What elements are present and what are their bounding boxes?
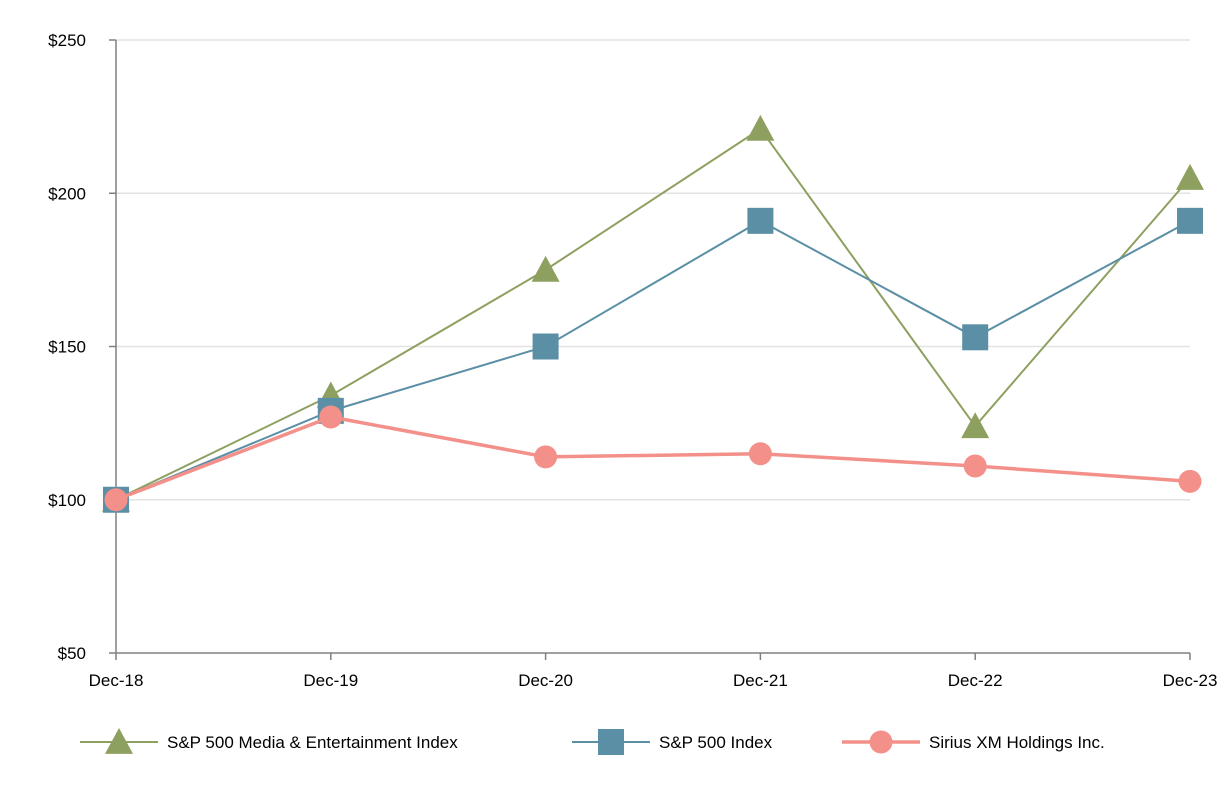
data-point (1177, 207, 1203, 234)
x-tick-label: Dec-21 (733, 671, 788, 690)
gridlines (116, 39, 1190, 501)
data-point (531, 255, 560, 282)
data-point (748, 442, 772, 466)
series-line (115, 415, 1191, 502)
data-point (104, 488, 128, 512)
legend-marker (105, 728, 133, 754)
legend-item-3: Sirius XM Holdings Inc. (842, 730, 1105, 754)
data-point (319, 405, 343, 429)
x-axis-ticks: Dec-18 Dec-19 Dec-20 Dec-21 Dec-22 Dec-23 (89, 653, 1218, 690)
data-point (961, 412, 990, 439)
data-point (534, 445, 558, 469)
legend: S&P 500 Media & Entertainment Index S&P 5… (80, 728, 1105, 755)
series-1 (102, 114, 1204, 512)
legend-marker (869, 730, 893, 754)
y-tick-label: $200 (48, 184, 86, 203)
x-tick-label: Dec-23 (1163, 671, 1218, 690)
y-tick-label: $250 (48, 31, 86, 50)
data-point (746, 114, 775, 141)
legend-item-2: S&P 500 Index (572, 729, 773, 755)
data-point (962, 324, 989, 351)
legend-label: Sirius XM Holdings Inc. (929, 733, 1105, 752)
legend-label: S&P 500 Index (659, 733, 773, 752)
data-point (532, 333, 559, 360)
x-tick-label: Dec-19 (303, 671, 358, 690)
x-tick-label: Dec-20 (518, 671, 573, 690)
legend-item-1: S&P 500 Media & Entertainment Index (80, 728, 458, 754)
x-tick-label: Dec-18 (89, 671, 144, 690)
y-tick-label: $100 (48, 491, 86, 510)
series-layer (102, 114, 1204, 513)
y-axis-ticks: $50 $100 $150 $200 $250 (48, 31, 116, 663)
data-point (1176, 163, 1204, 190)
data-point (963, 454, 987, 478)
series-line (115, 127, 1191, 501)
series-3 (104, 405, 1202, 512)
x-tick-label: Dec-22 (948, 671, 1003, 690)
legend-label: S&P 500 Media & Entertainment Index (167, 733, 458, 752)
series-line (115, 219, 1191, 501)
y-tick-label: $50 (58, 644, 86, 663)
data-point (747, 207, 774, 234)
y-tick-label: $150 (48, 338, 86, 357)
series-2 (103, 207, 1203, 513)
legend-marker (598, 729, 624, 755)
data-point (1178, 469, 1202, 493)
